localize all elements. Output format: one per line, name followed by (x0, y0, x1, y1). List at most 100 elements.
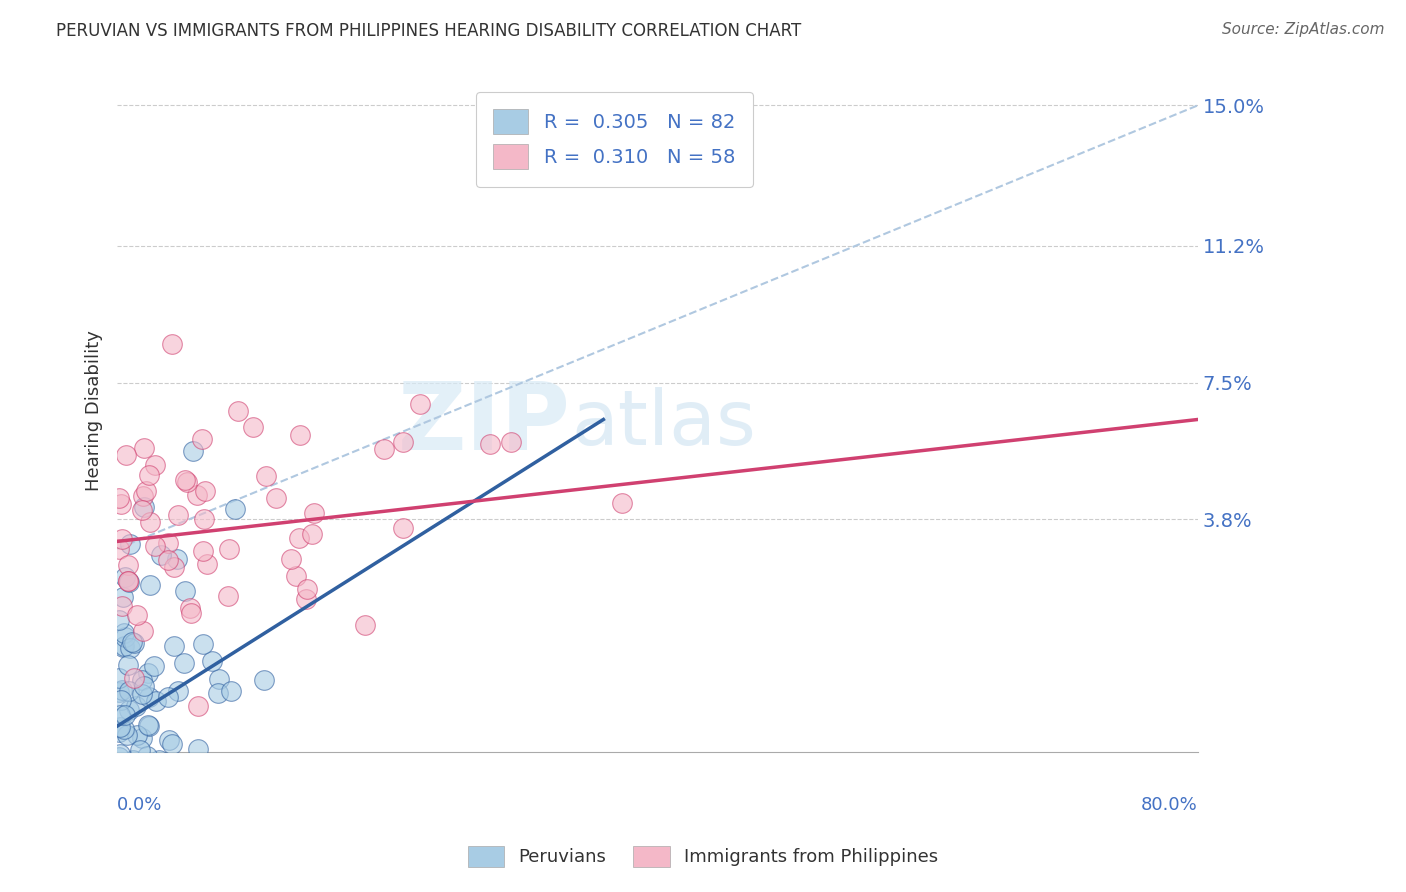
Point (163, 560, 186, 574)
Point (217, 589, 239, 603)
Point (479, 436, 502, 450)
Text: atlas: atlas (571, 387, 756, 461)
Point (118, 537, 141, 551)
Point (224, 502, 246, 516)
Legend: Peruvians, Immigrants from Philippines: Peruvians, Immigrants from Philippines (461, 838, 945, 874)
Point (295, 592, 318, 607)
Point (143, 458, 166, 472)
Point (108, 724, 131, 739)
Point (107, 491, 129, 505)
Point (391, 521, 413, 535)
Point (117, 574, 139, 588)
Point (127, 780, 149, 795)
Point (201, 654, 224, 668)
Point (135, 484, 157, 499)
Point (107, 750, 129, 764)
Text: 0.0%: 0.0% (117, 797, 163, 814)
Point (111, 640, 134, 655)
Point (114, 630, 136, 644)
Point (242, 420, 264, 434)
Point (219, 683, 242, 698)
Point (373, 442, 395, 457)
Point (132, 489, 155, 503)
Point (148, 752, 170, 766)
Point (143, 539, 166, 553)
Point (111, 683, 134, 698)
Point (125, 607, 148, 622)
Point (110, 830, 132, 845)
Point (163, 640, 186, 654)
Point (112, 625, 135, 640)
Point (142, 658, 165, 673)
Point (108, 782, 131, 797)
Point (166, 684, 188, 698)
Point (174, 473, 197, 487)
Point (288, 428, 311, 442)
Point (284, 568, 307, 582)
Point (117, 728, 139, 742)
Point (193, 637, 215, 651)
Point (207, 686, 229, 700)
Point (131, 503, 153, 517)
Point (139, 577, 162, 591)
Point (160, 337, 183, 351)
Point (195, 558, 218, 572)
Text: PERUVIAN VS IMMIGRANTS FROM PHILIPPINES HEARING DISABILITY CORRELATION CHART: PERUVIAN VS IMMIGRANTS FROM PHILIPPINES … (56, 22, 801, 40)
Point (162, 819, 184, 833)
Point (190, 432, 212, 446)
Point (117, 797, 139, 811)
Point (111, 591, 134, 605)
Point (181, 443, 204, 458)
Point (125, 729, 148, 743)
Point (145, 694, 167, 708)
Point (107, 685, 129, 699)
Point (117, 558, 139, 573)
Point (131, 673, 153, 688)
Point (180, 606, 202, 620)
Point (131, 731, 153, 745)
Point (150, 793, 173, 807)
Point (193, 512, 215, 526)
Point (129, 743, 152, 757)
Y-axis label: Hearing Disability: Hearing Disability (86, 330, 103, 491)
Point (111, 807, 134, 822)
Point (174, 583, 197, 598)
Point (156, 830, 179, 845)
Text: 80.0%: 80.0% (1140, 797, 1198, 814)
Point (110, 847, 132, 862)
Point (252, 673, 274, 688)
Point (208, 672, 231, 686)
Point (156, 690, 179, 704)
Point (138, 468, 160, 483)
Point (610, 496, 633, 510)
Point (224, 822, 246, 836)
Point (111, 532, 134, 546)
Point (121, 634, 143, 648)
Text: ZIP: ZIP (398, 378, 571, 470)
Point (150, 548, 173, 562)
Point (121, 757, 143, 772)
Point (107, 613, 129, 627)
Point (132, 624, 155, 638)
Point (186, 488, 208, 502)
Text: Source: ZipAtlas.com: Source: ZipAtlas.com (1222, 22, 1385, 37)
Point (136, 810, 159, 824)
Point (122, 753, 145, 767)
Point (157, 732, 180, 747)
Point (136, 717, 159, 731)
Point (136, 748, 159, 763)
Point (157, 552, 180, 566)
Point (287, 531, 309, 545)
Point (160, 737, 183, 751)
Point (122, 635, 145, 649)
Point (121, 839, 143, 854)
Point (193, 483, 215, 498)
Point (353, 618, 375, 632)
Point (226, 403, 249, 417)
Point (115, 449, 138, 463)
Point (156, 760, 179, 774)
Point (112, 722, 135, 736)
Point (134, 441, 156, 455)
Point (110, 497, 132, 511)
Point (138, 690, 160, 705)
